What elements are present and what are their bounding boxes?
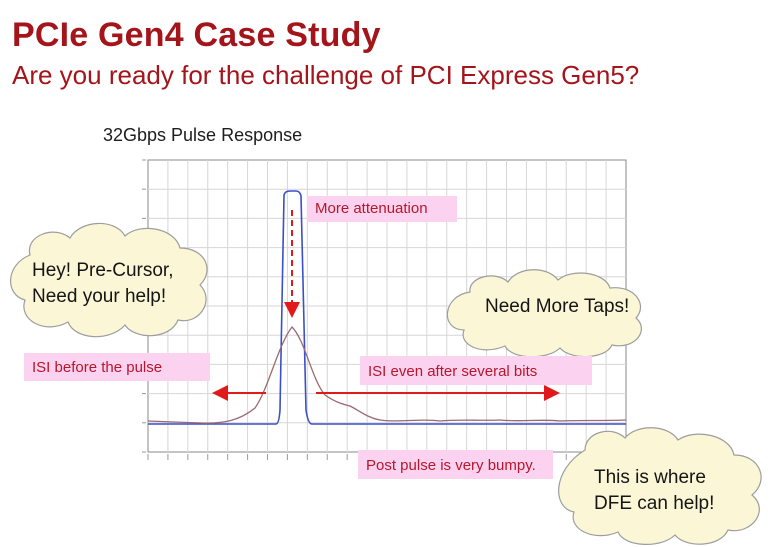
precursor-cloud-line1: Hey! Pre-Cursor, (32, 260, 174, 281)
post-pulse-label: Post pulse is very bumpy. (358, 450, 553, 479)
cloud-more-taps (446, 269, 642, 358)
attenuated-pulse-curve (147, 326, 627, 424)
precursor-cloud-line2: Need your help! (32, 286, 167, 307)
more-taps-cloud-text: Need More Taps! (485, 296, 630, 317)
dfe-cloud-line1: This is where (594, 467, 706, 488)
isi-after-label: ISI even after several bits (360, 356, 592, 385)
ideal-pulse-curve (148, 190, 626, 425)
more-attenuation-label: More attenuation (307, 196, 457, 222)
slide-title: PCIe Gen4 Case Study (12, 16, 381, 54)
cloud-dfe (558, 427, 762, 545)
cloud-precursor (10, 222, 208, 338)
chart-title: 32Gbps Pulse Response (103, 125, 303, 145)
slide-subtitle: Are you ready for the challenge of PCI E… (12, 60, 640, 90)
dfe-cloud-line2: DFE can help! (594, 493, 715, 514)
isi-before-label: ISI before the pulse (24, 353, 210, 381)
